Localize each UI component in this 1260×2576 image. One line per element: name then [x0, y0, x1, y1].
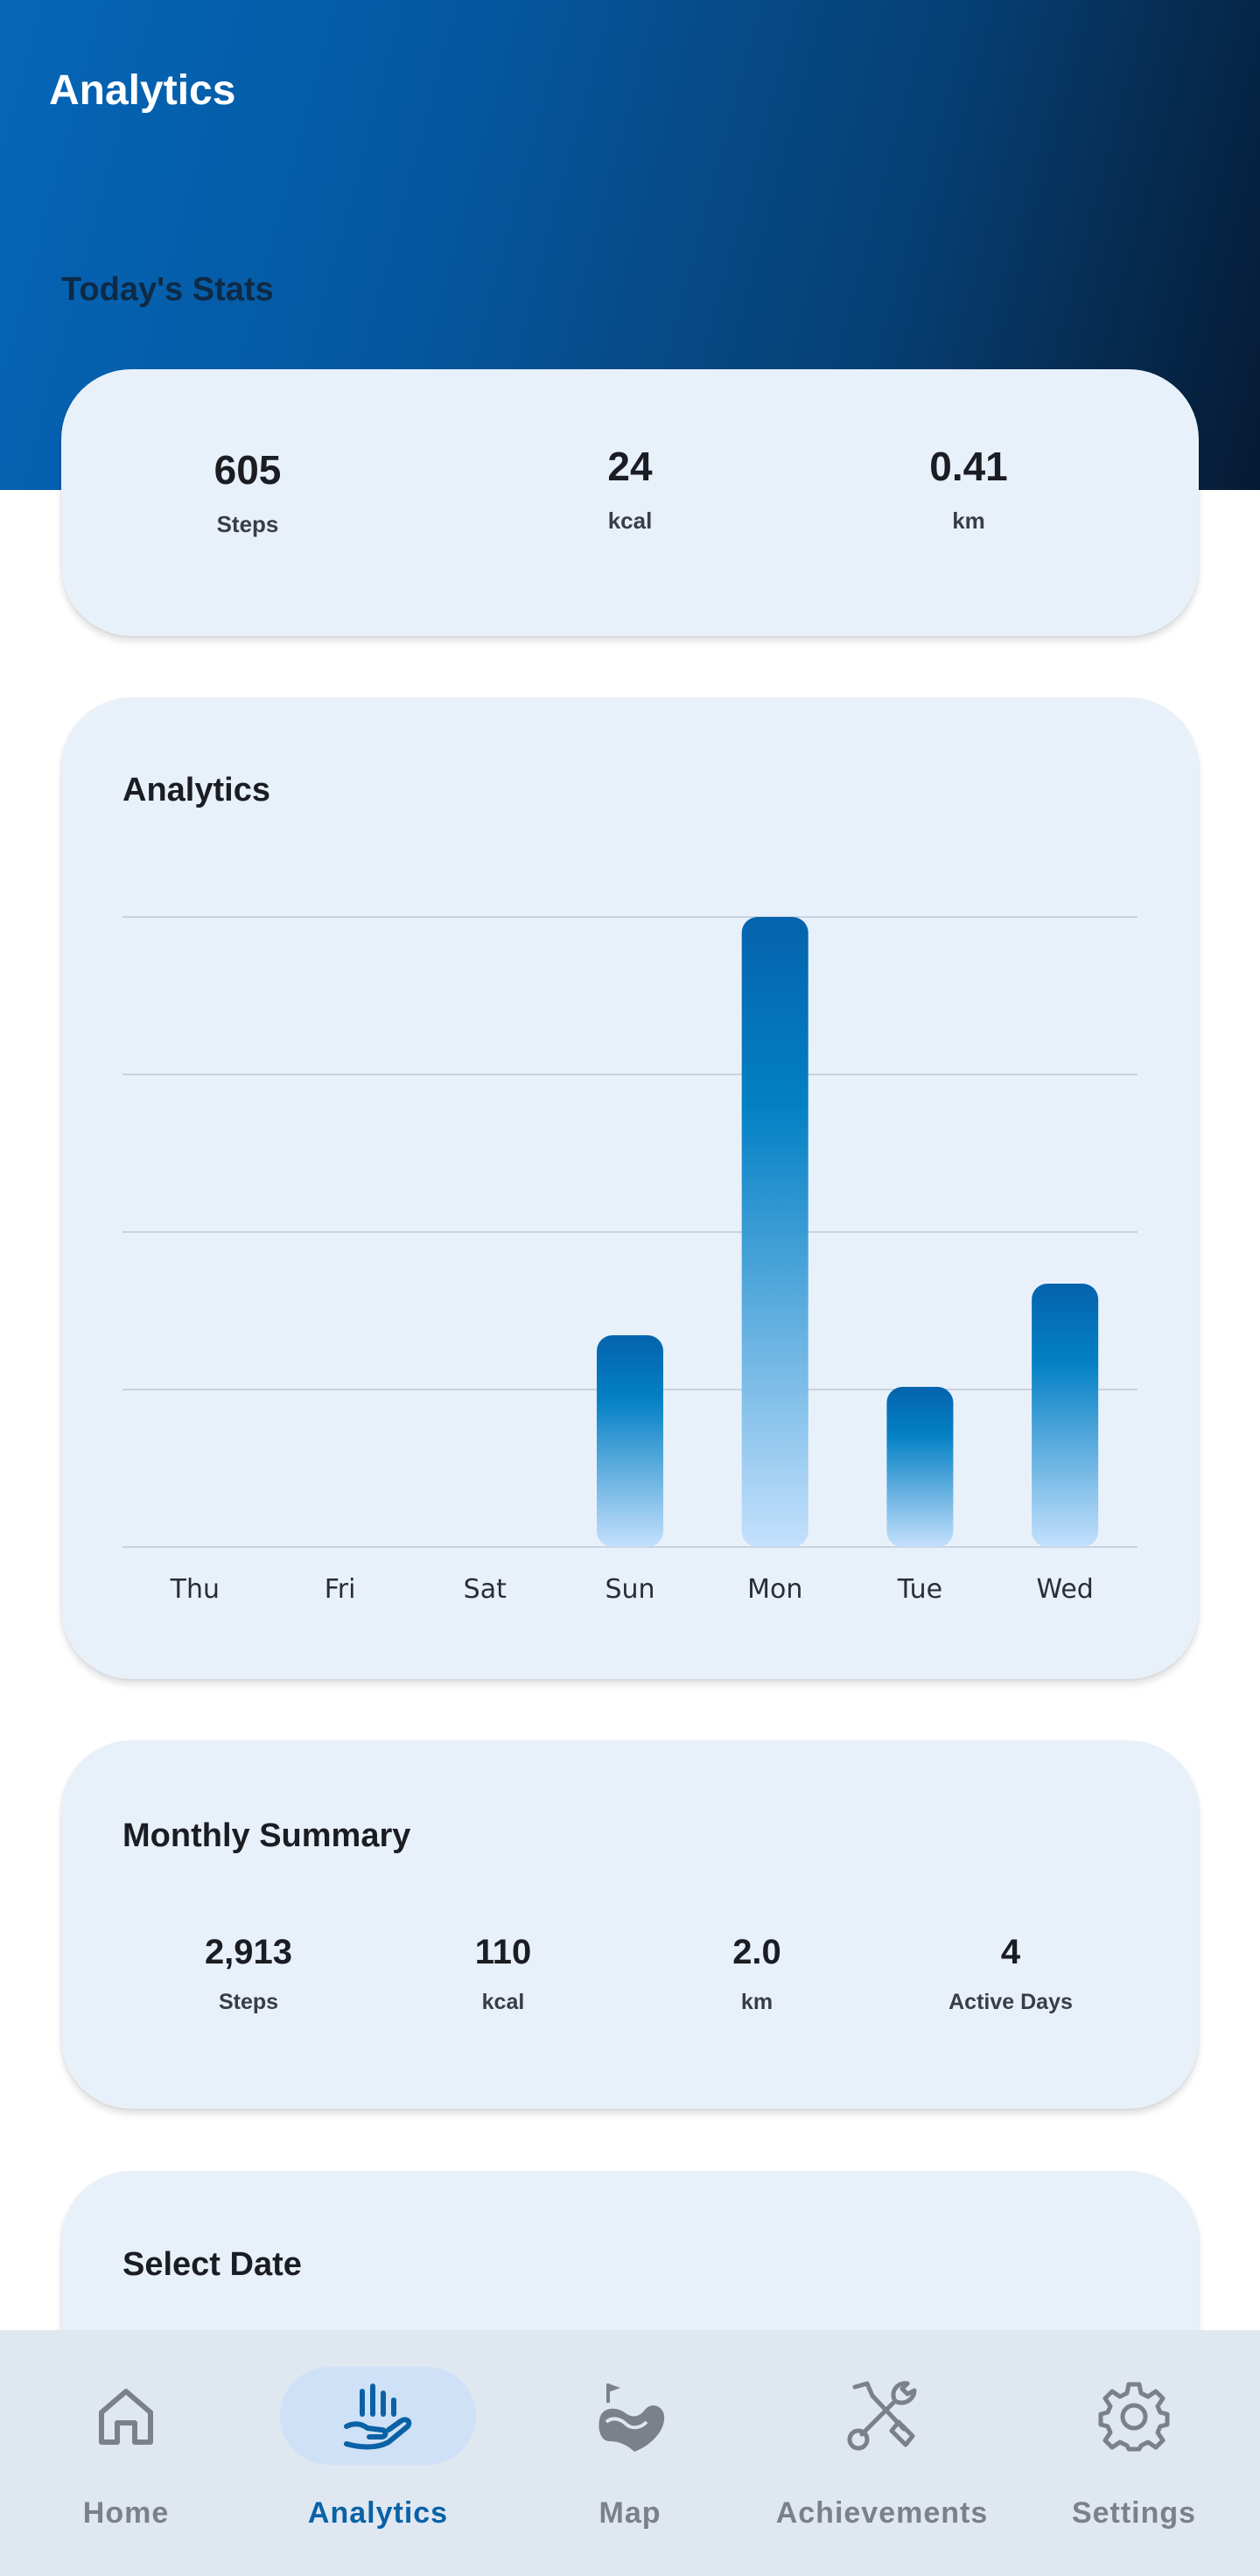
nav-item-home[interactable]: Home	[0, 2330, 252, 2576]
nav-label-settings: Settings	[1071, 2496, 1197, 2530]
todays-stats-heading: Today's Stats	[61, 271, 274, 308]
bar-wed[interactable]	[1032, 1284, 1099, 1547]
today-steps-value: 605	[214, 447, 282, 493]
nav-item-settings[interactable]: Settings	[1008, 2330, 1260, 2576]
nav-label-analytics: Analytics	[307, 2496, 449, 2530]
todays-stats-card: 605 Steps 24 kcal 0.41 km	[61, 369, 1199, 636]
today-kcal-value: 24	[607, 444, 653, 489]
x-tick-wed: Wed	[1036, 1574, 1093, 1605]
monthly-km-stat: 2.0 km	[652, 1933, 862, 2015]
x-tick-tue: Tue	[897, 1574, 942, 1605]
today-steps-label: Steps	[216, 511, 279, 537]
tools-icon	[784, 2367, 980, 2465]
nav-item-achievements[interactable]: Achievements	[756, 2330, 1008, 2576]
x-tick-thu: Thu	[170, 1574, 220, 1605]
x-tick-sun: Sun	[605, 1574, 654, 1605]
bar-sun[interactable]	[597, 1335, 663, 1547]
monthly-active-days-value: 4	[1000, 1933, 1021, 1971]
monthly-steps-value: 2,913	[204, 1933, 293, 1971]
gear-icon	[1036, 2367, 1232, 2465]
monthly-km-value: 2.0	[732, 1933, 781, 1971]
monthly-active-days-label: Active Days	[948, 1990, 1073, 2014]
nav-item-map[interactable]: Map	[504, 2330, 756, 2576]
monthly-kcal-value: 110	[474, 1933, 532, 1971]
hand-analytics-icon	[280, 2367, 476, 2465]
home-icon	[28, 2367, 224, 2465]
page-title: Analytics	[49, 67, 236, 114]
weekly-bar-chart: Thu Fri Sat Sun Mon Tue Wed	[122, 916, 1138, 1605]
today-kcal-stat: 24 kcal	[525, 443, 735, 535]
monthly-summary-title: Monthly Summary	[122, 1817, 411, 1854]
monthly-summary-card: Monthly Summary 2,913 Steps 110 kcal 2.0…	[61, 1740, 1199, 2109]
monthly-km-label: km	[740, 1990, 774, 2014]
analytics-chart-card: Analytics Thu Fri Sat Sun Mon Tue Wed	[61, 697, 1199, 1679]
nav-label-home: Home	[82, 2496, 170, 2530]
today-kcal-label: kcal	[607, 508, 653, 534]
monthly-active-days-stat: 4 Active Days	[906, 1933, 1116, 2015]
monthly-steps-label: Steps	[218, 1990, 279, 2014]
x-tick-sat: Sat	[464, 1574, 507, 1605]
today-km-label: km	[952, 508, 985, 534]
monthly-kcal-stat: 110 kcal	[398, 1933, 608, 2015]
bar-tue[interactable]	[886, 1387, 954, 1547]
select-date-title: Select Date	[122, 2246, 302, 2283]
today-steps-stat: 605 Steps	[143, 446, 353, 538]
bottom-navigation: Home Analytics	[0, 2330, 1260, 2576]
bar-mon[interactable]	[741, 917, 808, 1547]
today-km-stat: 0.41 km	[864, 443, 1074, 535]
analytics-card-title: Analytics	[122, 772, 270, 808]
monthly-kcal-label: kcal	[481, 1990, 525, 2014]
today-km-value: 0.41	[929, 444, 1008, 489]
x-tick-mon: Mon	[747, 1574, 802, 1605]
map-route-icon	[532, 2367, 728, 2465]
nav-label-achievements: Achievements	[775, 2496, 989, 2530]
nav-item-analytics[interactable]: Analytics	[252, 2330, 504, 2576]
nav-label-map: Map	[598, 2496, 662, 2530]
monthly-steps-stat: 2,913 Steps	[144, 1933, 354, 2015]
x-tick-fri: Fri	[325, 1574, 356, 1605]
